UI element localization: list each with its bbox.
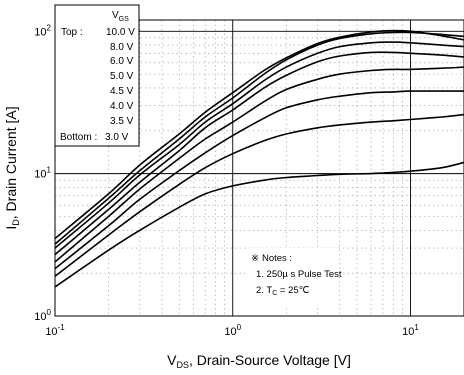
notes-annotation: ※ Notes : 1. 250µ s Pulse Test 2. TC = 25… <box>247 248 342 306</box>
legend-entry: 10.0 V <box>106 27 135 38</box>
legend-entry: 6.0 V <box>110 56 134 67</box>
legend-bottom-label: Bottom : <box>60 132 97 143</box>
legend-entry: 4.0 V <box>110 101 134 112</box>
legend-entry: 8.0 V <box>110 42 134 53</box>
x-axis-label: VDS, Drain-Source Voltage [V] <box>167 352 351 370</box>
y-tick-label: 101 <box>34 166 51 181</box>
y-tick-label: 102 <box>34 23 51 38</box>
x-tick-labels: 10-1 100 101 <box>45 323 419 338</box>
y-tick-labels: 100 101 102 <box>34 23 51 323</box>
legend-entry: 3.0 V <box>105 132 129 143</box>
legend-box <box>54 4 140 147</box>
series-curves <box>55 29 464 288</box>
y-axis-label: ID, Drain Current [A] <box>3 106 21 229</box>
series-line-vgs-45 <box>55 66 464 263</box>
plot-frame <box>54 19 464 317</box>
y-tick-label: 100 <box>34 308 51 323</box>
legend-entry: 3.5 V <box>110 116 134 127</box>
series-line-vgs-50 <box>55 51 464 256</box>
legend-top-label: Top : <box>61 27 83 38</box>
series-line-vgs-40 <box>55 90 464 270</box>
x-tick-label: 101 <box>402 323 419 338</box>
legend-entry: 4.5 V <box>110 86 134 97</box>
series-line-vgs-35 <box>55 113 464 277</box>
notes-line-1: 1. 250µ s Pulse Test <box>256 269 342 280</box>
series-line-vgs-60 <box>55 41 464 249</box>
legend: VGS Top : Bottom : 10.0 V 8.0 V 6.0 V 5.… <box>54 4 140 147</box>
legend-entry: 5.0 V <box>110 71 134 82</box>
notes-line-2: 2. TC = 25℃ <box>256 285 310 297</box>
series-line-vgs-100 <box>55 29 464 240</box>
legend-header: VGS <box>112 10 129 23</box>
x-tick-label: 10-1 <box>45 323 65 338</box>
series-line-vgs-30 <box>55 161 464 288</box>
series-line-vgs-80 <box>55 31 464 245</box>
x-tick-label: 100 <box>224 323 241 338</box>
notes-title: ※ Notes : <box>251 253 292 264</box>
